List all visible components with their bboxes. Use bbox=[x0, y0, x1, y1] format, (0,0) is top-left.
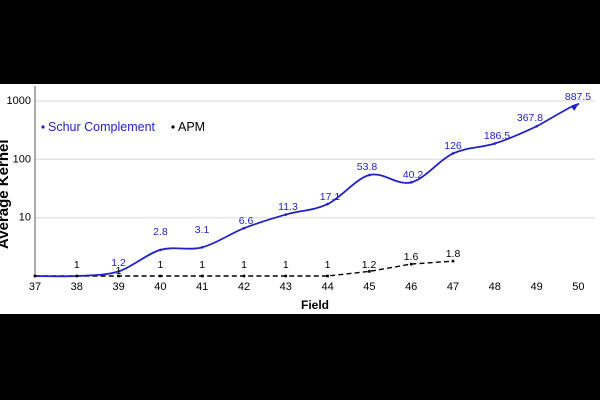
svg-text:53.8: 53.8 bbox=[357, 161, 378, 173]
svg-text:1000: 1000 bbox=[7, 95, 31, 107]
svg-text:6.6: 6.6 bbox=[239, 215, 254, 227]
svg-text:1.6: 1.6 bbox=[404, 251, 419, 263]
svg-text:17.1: 17.1 bbox=[320, 191, 341, 203]
svg-text:3.1: 3.1 bbox=[195, 224, 210, 236]
svg-text:1: 1 bbox=[116, 265, 122, 277]
svg-text:1.2: 1.2 bbox=[362, 259, 377, 271]
svg-text:37: 37 bbox=[29, 281, 41, 293]
svg-text:10: 10 bbox=[19, 212, 31, 224]
svg-text:40: 40 bbox=[154, 281, 166, 293]
svg-text:1: 1 bbox=[241, 259, 247, 271]
svg-text:1: 1 bbox=[157, 259, 163, 271]
svg-text:38: 38 bbox=[71, 281, 83, 293]
svg-text:11.3: 11.3 bbox=[278, 201, 298, 213]
svg-text:43: 43 bbox=[280, 281, 292, 293]
svg-text:1: 1 bbox=[199, 259, 205, 271]
svg-text:186.5: 186.5 bbox=[484, 130, 510, 142]
svg-text:100: 100 bbox=[13, 153, 31, 165]
svg-text:887.5: 887.5 bbox=[565, 91, 591, 103]
svg-text:49: 49 bbox=[530, 281, 542, 293]
svg-text:1: 1 bbox=[325, 259, 331, 271]
svg-text:126: 126 bbox=[444, 140, 462, 152]
svg-text:367.8: 367.8 bbox=[517, 112, 543, 124]
svg-text:41: 41 bbox=[196, 281, 208, 293]
svg-text:Schur Complement: Schur Complement bbox=[48, 120, 156, 134]
svg-text:40.2: 40.2 bbox=[403, 169, 424, 181]
svg-text:APM: APM bbox=[178, 120, 205, 134]
svg-text:1: 1 bbox=[283, 259, 289, 271]
svg-text:45: 45 bbox=[363, 281, 375, 293]
svg-text:1: 1 bbox=[74, 259, 80, 271]
svg-text:46: 46 bbox=[405, 281, 417, 293]
svg-text:39: 39 bbox=[112, 281, 124, 293]
svg-text:42: 42 bbox=[238, 281, 250, 293]
svg-text:50: 50 bbox=[572, 281, 584, 293]
svg-text:1.8: 1.8 bbox=[446, 248, 461, 260]
svg-text:48: 48 bbox=[489, 281, 501, 293]
svg-text:47: 47 bbox=[447, 281, 459, 293]
svg-text:Field: Field bbox=[301, 298, 329, 312]
svg-text:44: 44 bbox=[321, 281, 333, 293]
svg-text:2.8: 2.8 bbox=[153, 226, 168, 238]
